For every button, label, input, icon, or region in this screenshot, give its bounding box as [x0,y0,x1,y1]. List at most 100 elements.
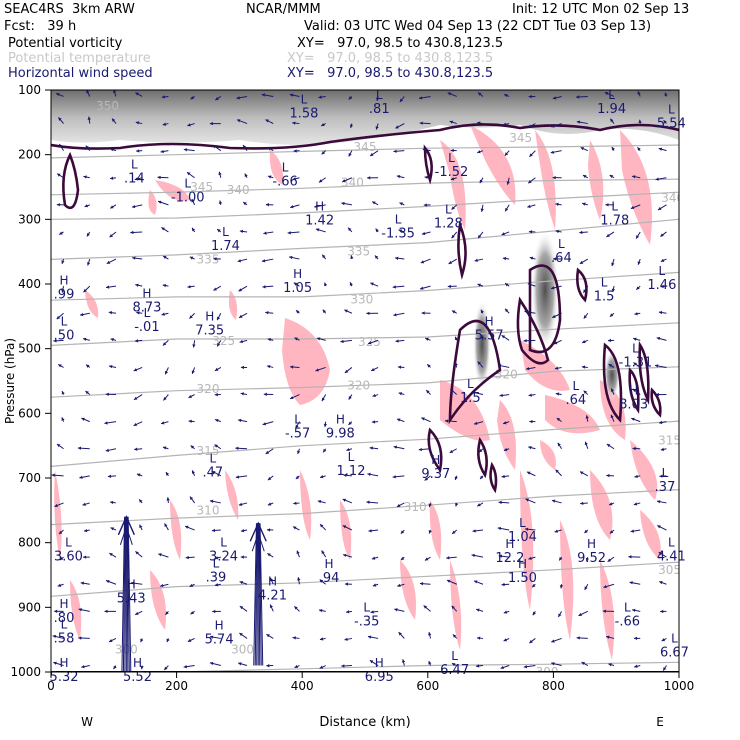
wind-arrowhead [450,177,455,181]
extrema-value: 9.37 [421,467,450,482]
wind-arrowhead [448,260,453,264]
wind-arrowhead [112,118,116,122]
wind-arrowhead [631,417,635,421]
wind-arrowhead [344,637,348,641]
wind-arrowhead [240,529,245,533]
wind-arrowhead [266,634,270,638]
wind-arrowhead [454,503,459,507]
wind-arrowhead [606,635,610,639]
wind-arrowhead [104,421,108,425]
wind-arrowhead [323,448,327,453]
wind-arrowhead [163,256,167,259]
wind-jet-line [258,523,262,666]
extrema-mark: L [519,516,526,530]
wind-arrowhead [454,476,458,480]
wind-arrowhead [523,339,527,343]
extrema-value: .99 [54,288,75,303]
wind-arrowhead [266,664,270,668]
wind-arrowhead [480,309,484,314]
extrema-mark: L [451,649,458,663]
wind-arrowhead [133,368,138,372]
extrema-value: -.57 [285,427,310,442]
wind-arrowhead [450,148,454,153]
wind-arrowhead [86,233,90,237]
extrema-mark: L [301,93,308,107]
wind-arrowhead [139,524,143,529]
wind-arrowhead [348,96,353,100]
wind-arrowhead [395,125,399,129]
extrema-value: .47 [203,466,224,481]
wind-arrowhead [344,582,349,586]
wind-arrowhead [660,284,664,289]
extrema-value: -.01 [134,320,159,335]
isentrope-label: 335 [347,245,370,259]
extrema-value: 1.05 [283,281,312,296]
extrema-value: 5.74 [205,632,234,647]
wind-arrowhead [607,338,612,343]
wind-arrowhead [367,472,371,477]
wind-arrowhead [162,122,167,126]
isentrope-label: 300 [231,642,254,656]
wind-arrowhead [608,364,613,368]
wind-arrowhead [418,447,422,452]
wind-arrowhead [292,636,296,640]
wind-arrowhead [579,471,584,475]
wind-arrowhead [528,124,532,128]
wind-arrowhead [555,229,559,234]
wind-arrowhead [398,632,402,636]
wind-arrowhead [161,421,165,425]
wind-arrowhead [397,365,402,369]
wind-arrowhead [110,500,114,505]
extrema-mark: H [60,274,69,288]
wind-arrowhead [551,662,555,666]
wind-arrowhead [110,148,114,152]
wind-arrowhead [106,260,111,264]
wind-arrowhead [450,388,454,393]
wind-arrowhead [604,92,609,96]
wind-arrowhead [131,204,136,209]
wind-arrowhead [344,309,348,313]
wind-arrowhead [579,260,584,264]
wind-arrowhead [209,661,214,666]
wind-arrowhead [454,336,458,341]
extrema-mark: L [61,618,68,632]
wind-arrowhead [633,502,638,506]
wind-arrowhead [660,447,665,451]
legend-theta-xy: XY= 97.0, 98.5 to 430.8,123.5 [287,51,494,66]
wind-arrowhead [104,609,108,614]
wind-arrowhead [528,179,532,184]
wind-arrowhead [293,526,297,530]
extrema-mark: L [601,276,608,290]
wind-arrowhead [369,446,373,450]
wind-arrowhead [636,286,640,290]
wind-arrowhead [263,392,267,397]
wind-arrowhead [425,337,429,341]
wind-arrowhead [162,446,167,450]
extrema-mark: L [659,264,666,278]
wind-arrowhead [315,368,319,372]
wind-arrowhead [161,227,165,231]
extrema-value: 5.32 [50,670,79,685]
extrema-mark: L [363,600,370,614]
extrema-mark: L [131,157,138,171]
wind-arrowhead [396,418,401,422]
wind-arrowhead [86,364,90,368]
wind-arrowhead [424,175,428,180]
wind-arrowhead [655,177,659,181]
wind-arrowhead [419,121,423,125]
wind-arrowhead [609,313,614,317]
extrema-value: 12.2 [495,551,524,566]
wind-arrowhead [477,361,482,365]
wind-arrowhead [578,612,582,616]
wind-arrowhead [110,527,115,531]
wind-arrowhead [523,665,528,669]
extrema-value: -.66 [615,614,640,629]
wind-arrowhead [637,91,641,95]
extrema-mark: L [573,379,580,393]
wind-arrowhead [503,610,508,614]
wind-arrowhead [663,120,667,124]
extrema-value: 1.5 [594,290,615,305]
wind-arrowhead [656,500,661,504]
wind-arrowhead [633,362,637,366]
wind-arrowhead [529,419,533,424]
